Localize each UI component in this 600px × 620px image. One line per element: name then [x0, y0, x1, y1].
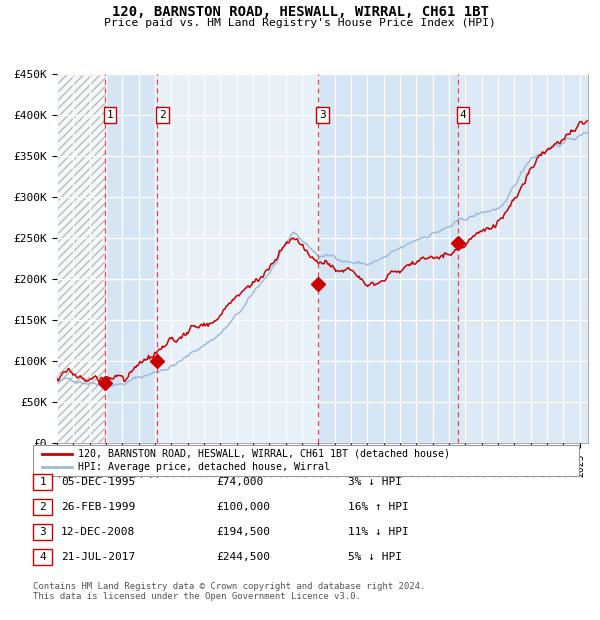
Text: 120, BARNSTON ROAD, HESWALL, WIRRAL, CH61 1BT (detached house): 120, BARNSTON ROAD, HESWALL, WIRRAL, CH6… [78, 449, 450, 459]
Text: £74,000: £74,000 [216, 477, 263, 487]
Text: Price paid vs. HM Land Registry's House Price Index (HPI): Price paid vs. HM Land Registry's House … [104, 18, 496, 28]
Text: 16% ↑ HPI: 16% ↑ HPI [348, 502, 409, 512]
Text: 1: 1 [39, 477, 46, 487]
Text: 3% ↓ HPI: 3% ↓ HPI [348, 477, 402, 487]
Text: 5% ↓ HPI: 5% ↓ HPI [348, 552, 402, 562]
Text: 4: 4 [39, 552, 46, 562]
Bar [57, 74, 105, 443]
Text: Contains HM Land Registry data © Crown copyright and database right 2024.
This d: Contains HM Land Registry data © Crown c… [33, 582, 425, 601]
Bar [57, 74, 105, 443]
Text: 3: 3 [39, 527, 46, 537]
Text: 21-JUL-2017: 21-JUL-2017 [61, 552, 136, 562]
Text: 4: 4 [460, 110, 466, 120]
Bar [458, 74, 588, 443]
Text: 2: 2 [159, 110, 166, 120]
Text: 26-FEB-1999: 26-FEB-1999 [61, 502, 136, 512]
Text: HPI: Average price, detached house, Wirral: HPI: Average price, detached house, Wirr… [78, 463, 330, 472]
Text: 1: 1 [106, 110, 113, 120]
Text: £244,500: £244,500 [216, 552, 270, 562]
Text: 3: 3 [319, 110, 326, 120]
Bar [105, 74, 157, 443]
Bar [317, 74, 458, 443]
Text: 05-DEC-1995: 05-DEC-1995 [61, 477, 136, 487]
Text: 120, BARNSTON ROAD, HESWALL, WIRRAL, CH61 1BT: 120, BARNSTON ROAD, HESWALL, WIRRAL, CH6… [112, 5, 488, 19]
Text: 2: 2 [39, 502, 46, 512]
Text: £100,000: £100,000 [216, 502, 270, 512]
Text: £194,500: £194,500 [216, 527, 270, 537]
Text: 11% ↓ HPI: 11% ↓ HPI [348, 527, 409, 537]
Text: 12-DEC-2008: 12-DEC-2008 [61, 527, 136, 537]
